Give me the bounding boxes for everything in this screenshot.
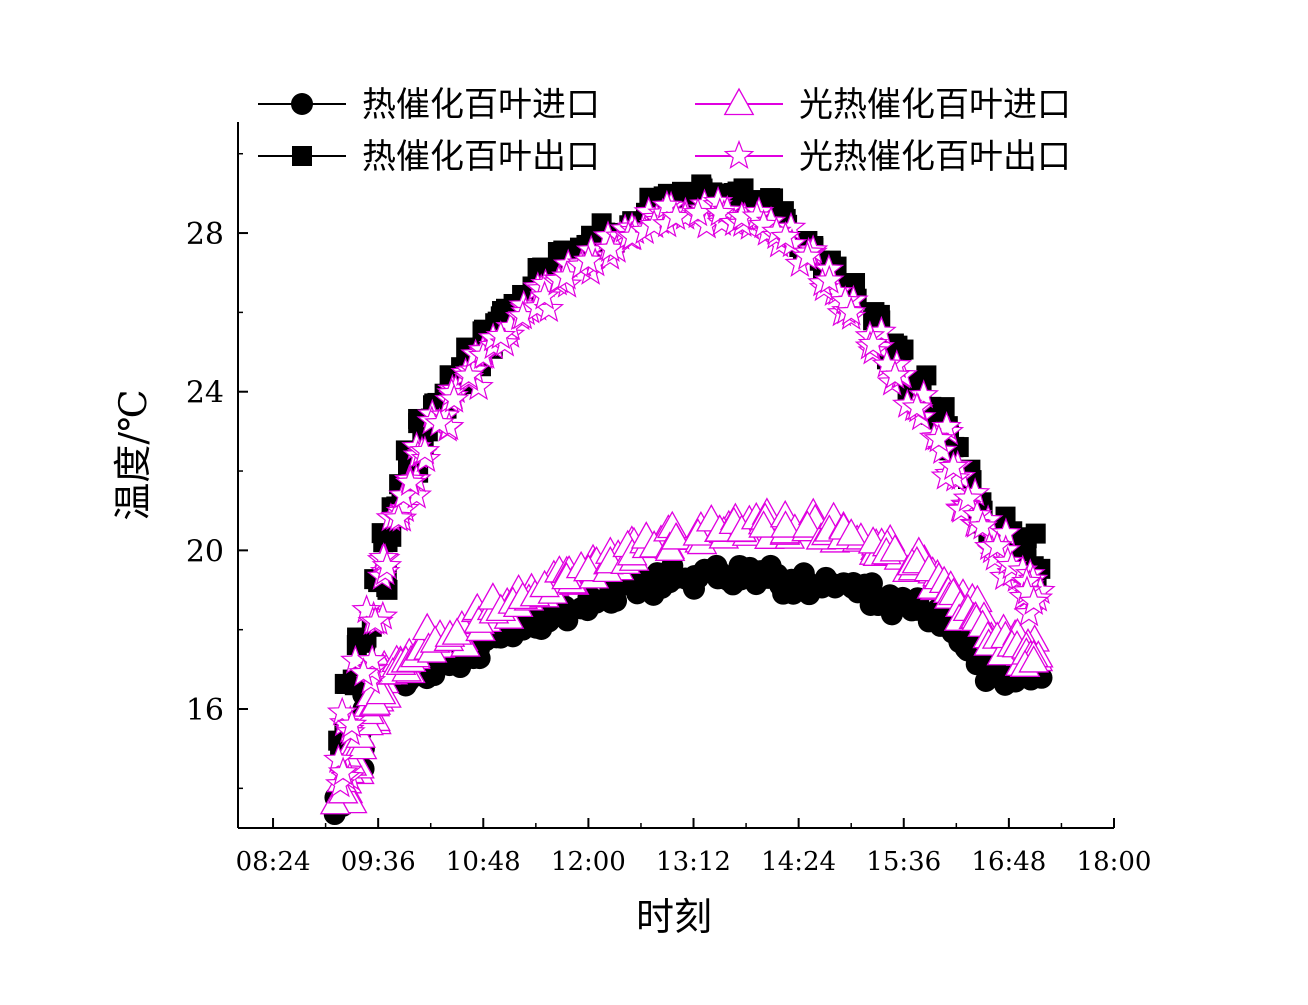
series-2 <box>319 497 1054 815</box>
data-point <box>952 482 984 512</box>
x-tick-label: 16:48 <box>971 847 1046 877</box>
data-point <box>409 435 441 465</box>
y-tick-label: 28 <box>186 217 224 252</box>
data-point <box>885 342 905 363</box>
legend-label: 光热催化百叶进口 <box>799 85 1071 125</box>
series-3 <box>323 185 1056 798</box>
data-point <box>453 359 485 389</box>
data-point <box>792 510 823 538</box>
legend-item-0: 热催化百叶进口 <box>258 85 600 125</box>
data-point <box>792 240 823 270</box>
legend-item-3: 光热催化百叶出口 <box>695 137 1071 177</box>
data-point <box>359 605 391 635</box>
data-point <box>383 502 414 532</box>
x-tick-label: 14:24 <box>761 847 836 877</box>
data-point <box>348 657 379 687</box>
legend-marker <box>723 139 755 169</box>
data-point <box>981 530 1013 560</box>
data-point <box>424 407 455 437</box>
data-point <box>356 644 388 674</box>
legend-item-2: 光热催化百叶进口 <box>695 85 1071 125</box>
data-point <box>879 359 911 389</box>
data-point <box>682 518 714 546</box>
data-point <box>327 756 359 786</box>
legend-marker <box>723 87 755 116</box>
legend-marker <box>292 146 312 166</box>
data-point <box>770 220 801 251</box>
data-point <box>1018 585 1050 615</box>
data-point <box>704 197 736 227</box>
x-tick-label: 08:24 <box>236 847 311 877</box>
legend-label: 热催化百叶出口 <box>362 137 600 177</box>
data-point <box>394 466 426 496</box>
data-point <box>651 189 683 219</box>
data-point <box>748 510 779 538</box>
data-point <box>336 708 368 738</box>
x-tick-label: 12:00 <box>551 847 626 877</box>
data-point <box>323 743 354 773</box>
legend-label: 热催化百叶进口 <box>362 85 600 125</box>
x-tick-label: 10:48 <box>446 847 521 877</box>
data-point <box>529 280 560 310</box>
x-tick-label: 15:36 <box>866 847 941 877</box>
data-point <box>770 510 801 538</box>
data-point <box>835 518 867 546</box>
y-axis-title: 温度/℃ <box>111 389 155 520</box>
y-tick-label: 20 <box>186 534 224 569</box>
data-point <box>879 534 911 562</box>
data-point <box>908 379 940 409</box>
data-point <box>923 423 955 453</box>
data-point <box>660 522 692 550</box>
legend-marker <box>291 93 313 115</box>
legend-item-1: 热催化百叶出口 <box>258 137 600 177</box>
data-point <box>884 590 906 613</box>
chart-marks <box>319 174 1056 826</box>
data-point <box>485 320 517 350</box>
x-tick-label: 18:00 <box>1077 847 1152 877</box>
data-point <box>938 451 969 481</box>
x-tick-label: 09:36 <box>341 847 416 877</box>
data-point <box>901 391 933 421</box>
data-point <box>967 510 998 540</box>
data-point <box>326 696 358 726</box>
legend-label: 光热催化百叶出口 <box>799 137 1071 177</box>
chart-axes: 08:24 09:36 10:48 12:00 13:12 14:24 15:36 16:48… <box>111 122 1151 939</box>
data-point <box>529 569 560 598</box>
x-tick-label: 13:12 <box>656 847 731 877</box>
data-point <box>835 296 867 326</box>
data-point <box>665 567 687 590</box>
x-axis-title: 时刻 <box>636 895 712 939</box>
data-point <box>441 617 473 645</box>
data-point <box>1018 645 1050 673</box>
data-point <box>438 383 470 413</box>
data-point <box>371 550 403 580</box>
y-tick-label: 24 <box>186 376 224 411</box>
data-point <box>857 328 889 358</box>
data-point <box>813 264 845 294</box>
data-point <box>351 594 382 624</box>
data-point <box>365 676 397 705</box>
y-tick-label: 16 <box>186 693 224 728</box>
data-point <box>573 244 604 274</box>
